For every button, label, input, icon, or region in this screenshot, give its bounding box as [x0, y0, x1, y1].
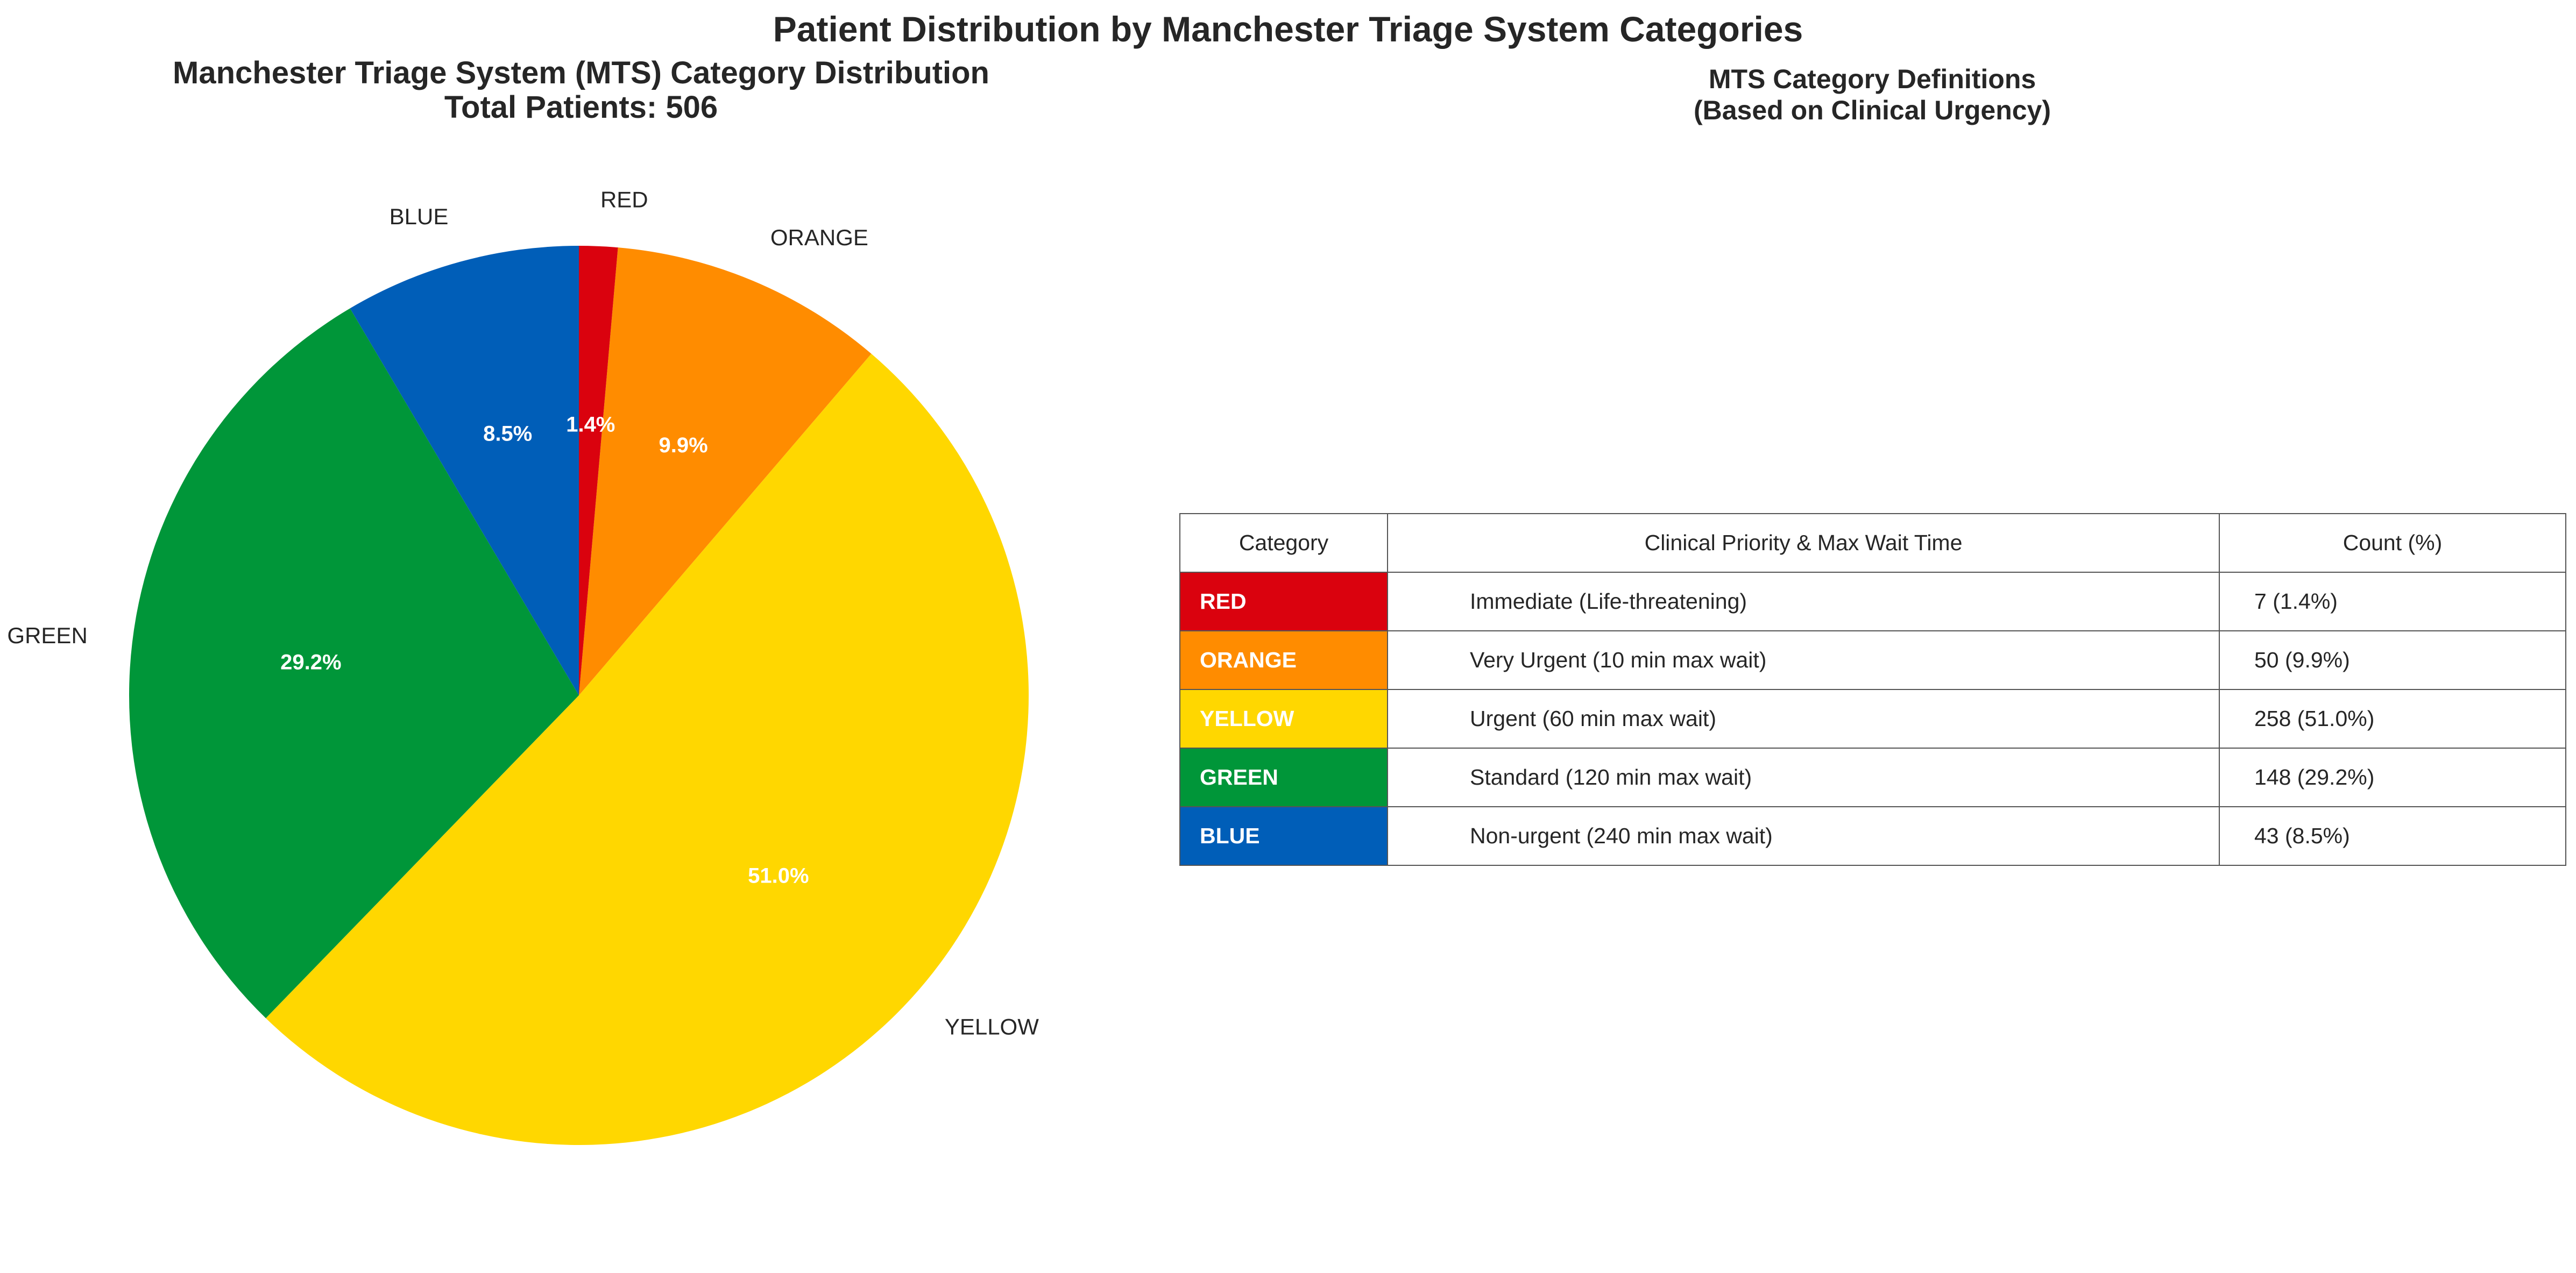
category-cell: GREEN [1179, 748, 1388, 807]
mts-definitions-table: Category Clinical Priority & Max Wait Ti… [1179, 513, 2566, 866]
figure-title: Patient Distribution by Manchester Triag… [773, 9, 1803, 49]
slice-label-blue: BLUE [390, 204, 449, 229]
pie-chart-title-line1: Manchester Triage System (MTS) Category … [173, 55, 989, 90]
slice-label-green: GREEN [7, 623, 87, 648]
pct-label-green: 29.2% [280, 651, 341, 674]
pie-slice-green [129, 308, 579, 1019]
table-header-count: Count (%) [2219, 513, 2566, 573]
table-header-category: Category [1179, 513, 1388, 573]
pie-chart-title-line2: Total Patients: 506 [444, 90, 718, 125]
priority-cell: Immediate (Life-threatening) [1387, 572, 2220, 631]
priority-cell: Very Urgent (10 min max wait) [1387, 630, 2220, 690]
table-row: RED Immediate (Life-threatening) 7 (1.4%… [1179, 572, 2566, 631]
count-cell: 43 (8.5%) [2219, 806, 2566, 866]
pie-chart: BLUE 8.5% GREEN 29.2% YELLOW 51.0% ORANGE 9.9% R… [7, 187, 1039, 1146]
slice-label-orange: ORANGE [770, 225, 868, 250]
pie-chart-title: Manchester Triage System (MTS) Category … [54, 56, 1108, 125]
table-title-line1: MTS Category Definitions [1708, 64, 2036, 94]
pie-slice-orange [579, 247, 872, 696]
pie-slice-red [579, 246, 618, 695]
pie-slice-yellow [266, 353, 1029, 1146]
pie-slice-blue [350, 246, 579, 695]
count-cell: 50 (9.9%) [2219, 630, 2566, 690]
count-cell: 258 (51.0%) [2219, 689, 2566, 749]
category-cell: BLUE [1179, 806, 1388, 866]
table-header-priority: Clinical Priority & Max Wait Time [1387, 513, 2220, 573]
priority-cell: Urgent (60 min max wait) [1387, 689, 2220, 749]
table-row: YELLOW Urgent (60 min max wait) 258 (51.… [1179, 689, 2566, 749]
table-title: MTS Category Definitions (Based on Clini… [1178, 63, 2566, 126]
count-cell: 148 (29.2%) [2219, 748, 2566, 807]
priority-cell: Non-urgent (240 min max wait) [1387, 806, 2220, 866]
category-cell: RED [1179, 572, 1388, 631]
table-header-row: Category Clinical Priority & Max Wait Ti… [1179, 513, 2566, 573]
pct-label-orange: 9.9% [659, 433, 708, 457]
slice-label-red: RED [600, 187, 648, 212]
pct-label-red: 1.4% [566, 413, 615, 436]
category-cell: YELLOW [1179, 689, 1388, 749]
pct-label-blue: 8.5% [483, 422, 532, 446]
category-cell: ORANGE [1179, 630, 1388, 690]
priority-cell: Standard (120 min max wait) [1387, 748, 2220, 807]
pct-label-yellow: 51.0% [748, 864, 809, 887]
table-row: BLUE Non-urgent (240 min max wait) 43 (8… [1179, 806, 2566, 866]
count-cell: 7 (1.4%) [2219, 572, 2566, 631]
table-title-line2: (Based on Clinical Urgency) [1693, 95, 2051, 125]
slice-label-yellow: YELLOW [945, 1014, 1039, 1039]
table-row: ORANGE Very Urgent (10 min max wait) 50 … [1179, 630, 2566, 690]
table-row: GREEN Standard (120 min max wait) 148 (2… [1179, 748, 2566, 807]
